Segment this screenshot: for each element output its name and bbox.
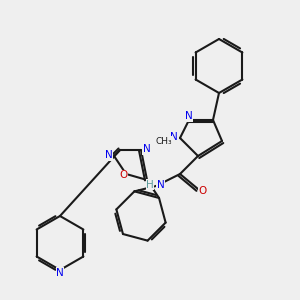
Text: CH₃: CH₃: [155, 136, 172, 146]
Text: O: O: [198, 185, 207, 196]
Text: O: O: [119, 170, 127, 181]
Text: N: N: [105, 150, 112, 161]
Text: N: N: [157, 179, 164, 190]
Text: N: N: [170, 131, 178, 142]
Text: N: N: [185, 111, 193, 122]
Text: N: N: [142, 144, 150, 154]
Text: N: N: [56, 268, 64, 278]
Text: H: H: [146, 179, 154, 190]
